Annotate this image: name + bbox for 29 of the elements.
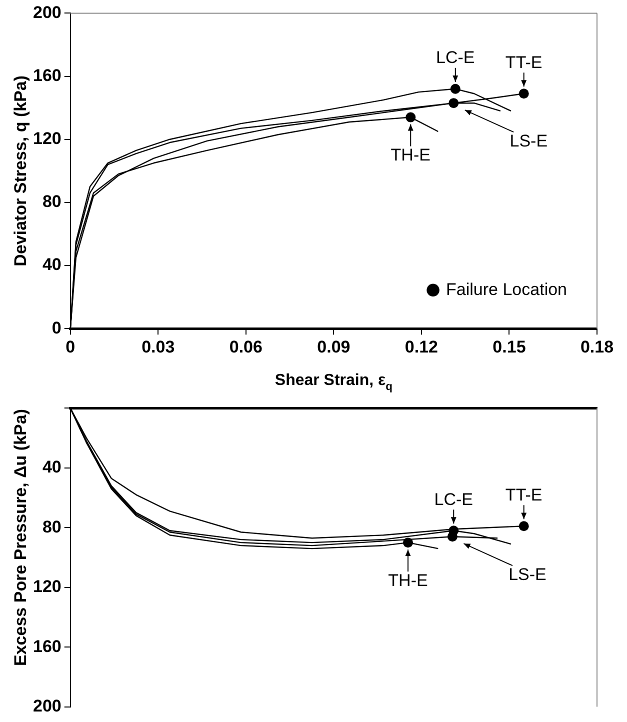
y-tick-label: 200: [32, 696, 62, 716]
x-tick-label: 0.09: [317, 337, 350, 356]
x-tick-label: 0.12: [404, 337, 438, 356]
series-label: TH-E: [390, 145, 430, 164]
y-tick-label: 40: [42, 255, 62, 274]
series-label: LS-E: [508, 564, 546, 584]
y-tick-label: 160: [32, 66, 62, 85]
legend-label: Failure Location: [446, 280, 568, 299]
x-tick-label: 0.03: [142, 337, 175, 356]
x-tick-label: 0: [66, 337, 76, 356]
series-label: LC-E: [434, 490, 474, 509]
y-tick-label: 80: [42, 517, 62, 536]
series-label: TT-E: [505, 485, 542, 504]
y-axis-title: Deviator Stress, q (kPa): [11, 75, 30, 266]
x-tick-label: 0.15: [492, 337, 526, 356]
y-axis-title: Excess Pore Pressure, Δu (kPa): [11, 409, 30, 666]
series-label: LS-E: [510, 131, 548, 150]
y-tick-label: 120: [32, 577, 62, 596]
legend-label: TH-E: [388, 570, 428, 590]
x-tick-label: 0.18: [580, 337, 614, 356]
x-tick-label: 0.06: [229, 337, 262, 356]
y-tick-label: 0: [52, 318, 62, 338]
series-label: TT-E: [505, 52, 542, 72]
y-tick-label: 120: [32, 129, 62, 148]
y-tick-label: 160: [32, 636, 62, 656]
y-tick-label: 80: [42, 192, 62, 212]
y-tick-label: 40: [42, 458, 62, 477]
series-label: LC-E: [436, 48, 475, 68]
y-tick-label: 200: [32, 2, 62, 22]
